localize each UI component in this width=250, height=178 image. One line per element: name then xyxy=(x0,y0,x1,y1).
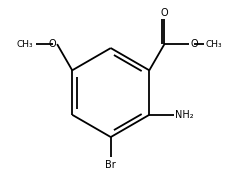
Text: O: O xyxy=(48,39,56,49)
Text: Br: Br xyxy=(106,160,116,170)
Text: O: O xyxy=(190,39,198,49)
Text: NH₂: NH₂ xyxy=(175,110,194,120)
Text: CH₃: CH₃ xyxy=(16,40,33,49)
Text: CH₃: CH₃ xyxy=(205,40,222,49)
Text: O: O xyxy=(160,8,168,18)
